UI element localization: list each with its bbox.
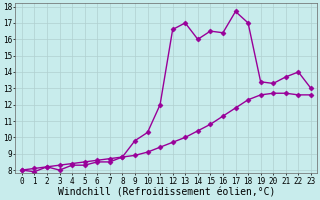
X-axis label: Windchill (Refroidissement éolien,°C): Windchill (Refroidissement éolien,°C) <box>58 187 275 197</box>
